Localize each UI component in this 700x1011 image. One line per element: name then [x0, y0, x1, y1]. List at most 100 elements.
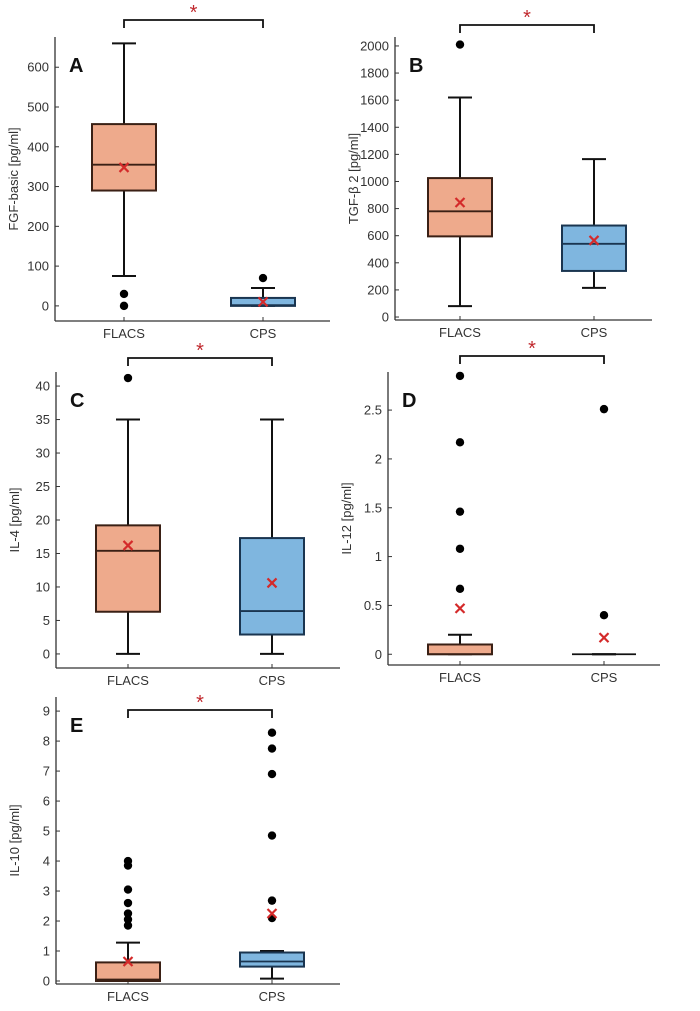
y-tick-label: 1400 — [360, 120, 389, 135]
x-tick-label: FLACS — [439, 325, 481, 340]
x-tick-label: FLACS — [103, 326, 145, 341]
y-tick-label: 9 — [43, 704, 50, 719]
iqr-box — [427, 643, 493, 656]
y-axis-label: FGF-basic [pg/ml] — [6, 127, 21, 230]
box-flacs — [427, 371, 493, 656]
y-tick-label: 3 — [43, 884, 50, 899]
outlier-point — [455, 507, 465, 516]
y-tick-label: 35 — [36, 412, 50, 427]
mean-marker — [588, 235, 600, 246]
mean-marker — [118, 162, 130, 173]
significance-bracket — [459, 355, 605, 364]
y-tick-label: 0 — [375, 647, 382, 662]
x-tick-label: FLACS — [439, 670, 481, 685]
outlier-point — [267, 728, 277, 737]
x-tick-label: FLACS — [107, 989, 149, 1004]
mean-marker — [598, 632, 610, 643]
significance-asterisk: * — [190, 2, 198, 24]
significance-bracket — [127, 709, 273, 718]
mean-marker — [454, 603, 466, 614]
box-flacs — [91, 42, 157, 311]
panel-label: D — [402, 390, 416, 412]
x-tick-label: CPS — [250, 326, 277, 341]
box-cps — [230, 273, 296, 308]
iqr-box — [95, 961, 161, 983]
y-tick-label: 200 — [27, 219, 49, 234]
y-tick-label: 6 — [43, 794, 50, 809]
outlier-point — [123, 373, 133, 383]
panel-b: 0 200 400 600 800 1000 1200 1400 1600 1800 2000 FLA… — [346, 7, 652, 340]
panel-c: 0 5 10 15 20 25 30 35 40 FLACS CPS IL-4 [pg/ml] C * — [7, 340, 340, 688]
outlier-point — [119, 289, 129, 299]
outlier-point — [599, 404, 609, 414]
box-flacs — [95, 373, 161, 655]
outlier-point — [267, 896, 277, 905]
y-tick-label: 2.5 — [364, 403, 382, 418]
y-tick-label: 8 — [43, 734, 50, 749]
x-tick-label: CPS — [581, 325, 608, 340]
y-tick-label: 100 — [27, 259, 49, 274]
y-tick-label: 0 — [43, 646, 50, 661]
y-tick-label: 25 — [36, 479, 50, 494]
x-tick-label: CPS — [259, 673, 286, 688]
y-tick-label: 20 — [36, 513, 50, 528]
y-tick-label: 1200 — [360, 147, 389, 162]
y-tick-label: 1.5 — [364, 500, 382, 515]
y-axis-label: IL-10 [pg/ml] — [7, 804, 22, 876]
y-tick-label: 5 — [43, 613, 50, 628]
y-tick-label: 400 — [27, 139, 49, 154]
outlier-point — [455, 371, 465, 381]
box-cps — [561, 158, 627, 289]
y-tick-label: 200 — [367, 282, 389, 297]
y-tick-label: 7 — [43, 764, 50, 779]
box-cps — [572, 404, 636, 656]
y-tick-label: 1 — [43, 944, 50, 959]
mean-marker — [266, 577, 278, 589]
panel-label: A — [69, 55, 83, 77]
outlier-point — [267, 744, 277, 753]
significance-asterisk: * — [528, 338, 536, 360]
significance-asterisk: * — [196, 692, 204, 714]
mean-marker — [122, 956, 134, 967]
y-tick-label: 0.5 — [364, 598, 382, 613]
y-tick-label: 10 — [36, 579, 50, 594]
y-tick-label: 300 — [27, 179, 49, 194]
outlier-point — [455, 584, 465, 594]
y-tick-label: 400 — [367, 255, 389, 270]
outlier-point — [119, 301, 129, 311]
iqr-box — [91, 123, 157, 192]
box-flacs — [427, 40, 493, 308]
y-tick-label: 0 — [43, 974, 50, 989]
outlier-point — [455, 438, 465, 447]
panel-e: 0 1 2 3 4 5 6 7 8 9 FLACS CPS IL-10 [pg/ml] E * — [7, 692, 340, 1004]
y-tick-label: 40 — [36, 379, 50, 394]
box-cps — [239, 418, 305, 655]
y-tick-label: 15 — [36, 546, 50, 561]
y-tick-label: 2000 — [360, 38, 389, 53]
x-tick-label: FLACS — [107, 673, 149, 688]
y-tick-label: 1600 — [360, 93, 389, 108]
y-axis-label: TGF-β 2 [pg/ml] — [346, 133, 361, 224]
y-tick-label: 1 — [375, 549, 382, 564]
significance-asterisk: * — [196, 340, 204, 362]
mean-marker — [266, 908, 278, 919]
box-cps — [239, 728, 305, 980]
outlier-point — [123, 909, 133, 918]
panel-label: C — [70, 390, 84, 412]
outlier-point — [123, 856, 133, 866]
outlier-point — [123, 898, 133, 908]
outlier-point — [123, 921, 133, 930]
iqr-box — [95, 524, 161, 613]
outlier-point — [123, 885, 133, 894]
y-axis-label: IL-4 [pg/ml] — [7, 487, 22, 552]
x-tick-label: CPS — [259, 989, 286, 1004]
iqr-box — [561, 224, 627, 272]
panel-d: 0 0.5 1 1.5 2 2.5 FLACS CPS IL-12 [pg/ml] D * — [339, 338, 660, 685]
y-tick-label: 600 — [27, 60, 49, 75]
outlier-point — [599, 610, 609, 620]
y-tick-label: 600 — [367, 228, 389, 243]
outlier-point — [455, 40, 465, 49]
mean-marker — [122, 540, 134, 551]
x-tick-label: CPS — [591, 670, 618, 685]
